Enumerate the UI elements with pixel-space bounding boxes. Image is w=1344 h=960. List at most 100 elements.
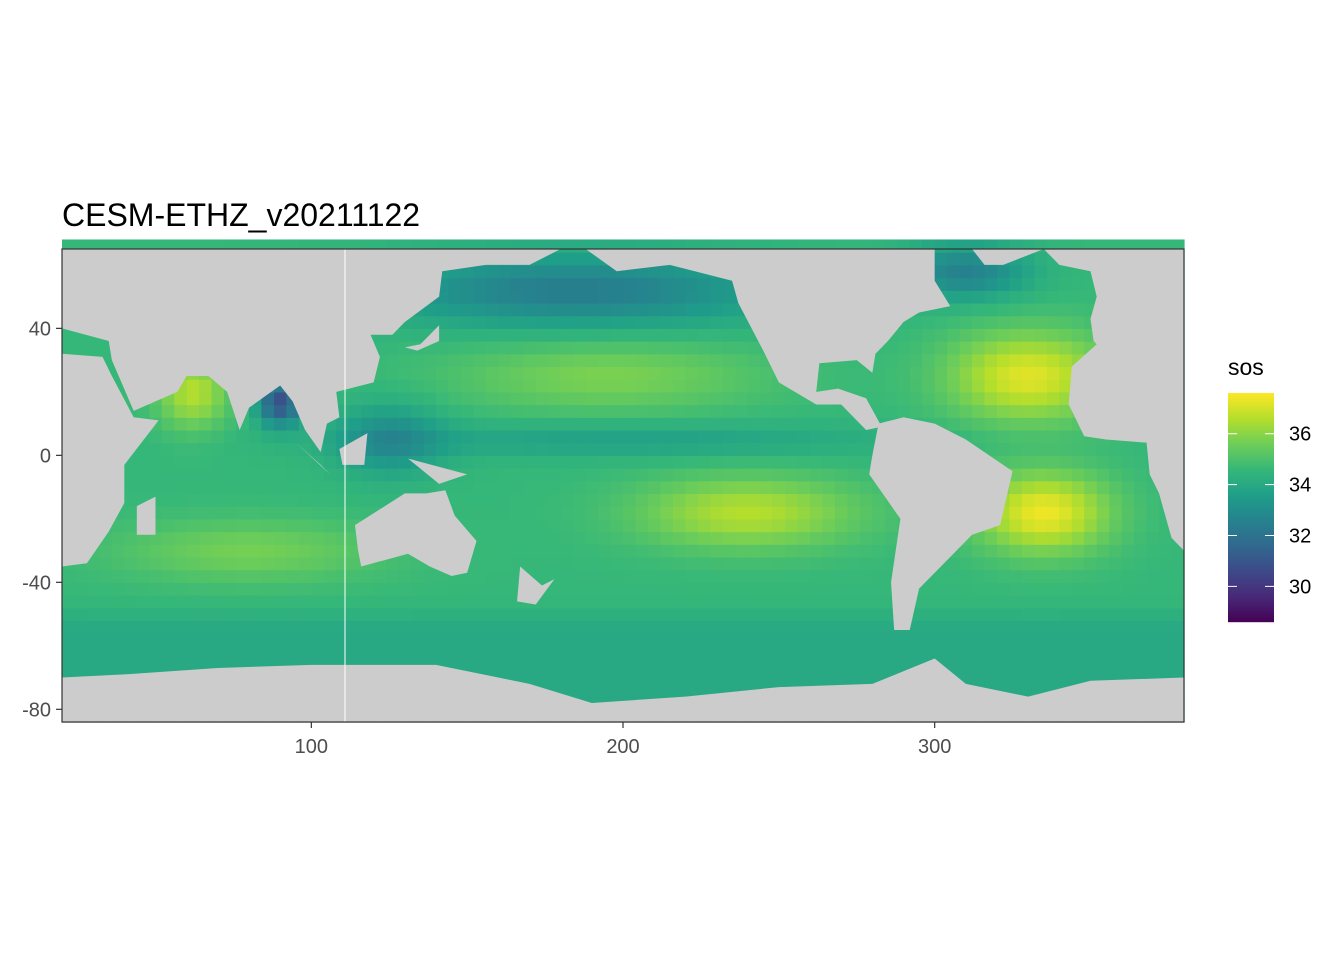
salinity-cell — [884, 404, 898, 418]
salinity-cell — [174, 493, 188, 507]
salinity-cell — [236, 480, 250, 495]
salinity-cell — [1021, 264, 1035, 279]
salinity-cell — [498, 480, 512, 495]
salinity-cell — [74, 620, 88, 634]
salinity-cell — [149, 480, 163, 495]
salinity-cell — [236, 620, 250, 634]
colorbar-segment — [1228, 613, 1274, 615]
salinity-cell — [1021, 531, 1035, 545]
salinity-cell — [161, 518, 175, 533]
salinity-cell — [236, 569, 250, 583]
salinity-cell — [859, 379, 873, 393]
y-tick-label: 0 — [40, 445, 51, 467]
salinity-cell — [585, 671, 599, 685]
colorbar-segment — [1228, 573, 1274, 575]
salinity-cell — [585, 417, 599, 431]
salinity-cell — [1109, 645, 1123, 660]
salinity-cell — [261, 506, 275, 520]
salinity-cell — [660, 328, 674, 342]
salinity-cell — [635, 506, 649, 520]
salinity-cell — [174, 480, 188, 495]
salinity-cell — [286, 569, 300, 583]
salinity-cell — [685, 379, 699, 393]
salinity-cell — [298, 633, 312, 647]
salinity-cell — [436, 607, 450, 622]
salinity-cell — [984, 379, 998, 393]
salinity-cell — [772, 518, 786, 533]
salinity-cell — [510, 645, 524, 660]
colorbar-segment — [1228, 451, 1274, 453]
salinity-cell — [460, 658, 474, 672]
salinity-cell — [672, 493, 686, 507]
colorbar-segment — [1228, 558, 1274, 560]
salinity-cell — [997, 417, 1011, 431]
salinity-cell — [685, 633, 699, 647]
salinity-cell — [722, 468, 736, 482]
salinity-cell — [623, 493, 637, 507]
colorbar-segment — [1228, 616, 1274, 618]
salinity-cell — [585, 531, 599, 545]
salinity-cell — [411, 366, 425, 380]
colorbar-segment — [1228, 417, 1274, 419]
colorbar-segment — [1228, 452, 1274, 454]
salinity-cell — [573, 315, 587, 329]
salinity-cell — [398, 328, 412, 342]
salinity-cell — [909, 341, 923, 355]
salinity-cell — [1046, 328, 1060, 342]
salinity-cell — [697, 404, 711, 418]
salinity-cell — [697, 302, 711, 317]
salinity-cell — [772, 671, 786, 685]
salinity-cell — [373, 417, 387, 431]
salinity-cell — [710, 404, 724, 418]
salinity-cell — [797, 633, 811, 647]
salinity-cell — [573, 595, 587, 609]
salinity-cell — [660, 531, 674, 545]
colorbar-segment — [1228, 540, 1274, 542]
salinity-cell — [249, 620, 263, 634]
salinity-cell — [623, 468, 637, 482]
salinity-cell — [1046, 379, 1060, 393]
salinity-cell — [660, 442, 674, 456]
salinity-cell — [635, 633, 649, 647]
salinity-cell — [722, 417, 736, 431]
salinity-cell — [1134, 493, 1148, 507]
salinity-cell — [523, 633, 537, 647]
salinity-cell — [685, 595, 699, 609]
salinity-cell — [1034, 442, 1048, 456]
salinity-cell — [1021, 620, 1035, 634]
salinity-cell — [972, 315, 986, 329]
salinity-cell — [685, 607, 699, 622]
colorbar-segment — [1228, 420, 1274, 422]
salinity-cell — [598, 277, 612, 291]
salinity-cell — [323, 633, 337, 647]
salinity-cell — [498, 264, 512, 279]
salinity-cell — [685, 404, 699, 418]
salinity-cell — [548, 366, 562, 380]
salinity-cell — [623, 315, 637, 329]
salinity-cell — [647, 290, 661, 304]
salinity-cell — [610, 480, 624, 495]
salinity-cell — [922, 328, 936, 342]
salinity-cell — [660, 302, 674, 317]
salinity-cell — [1084, 518, 1098, 533]
salinity-cell — [1134, 455, 1148, 469]
salinity-cell — [585, 633, 599, 647]
salinity-cell — [598, 480, 612, 495]
salinity-cell — [1159, 569, 1173, 583]
salinity-cell — [373, 569, 387, 583]
salinity-cell — [186, 404, 200, 418]
salinity-cell — [1071, 302, 1085, 317]
salinity-cell — [1034, 455, 1048, 469]
salinity-cell — [535, 366, 549, 380]
salinity-cell — [972, 569, 986, 583]
salinity-cell — [697, 620, 711, 634]
salinity-cell — [797, 480, 811, 495]
colorbar-segment — [1228, 497, 1274, 499]
salinity-cell — [1146, 506, 1160, 520]
colorbar-segment — [1228, 481, 1274, 483]
colorbar-segment — [1228, 529, 1274, 531]
salinity-cell — [510, 506, 524, 520]
salinity-cell — [984, 328, 998, 342]
salinity-cell — [834, 429, 848, 444]
salinity-cell — [722, 455, 736, 469]
